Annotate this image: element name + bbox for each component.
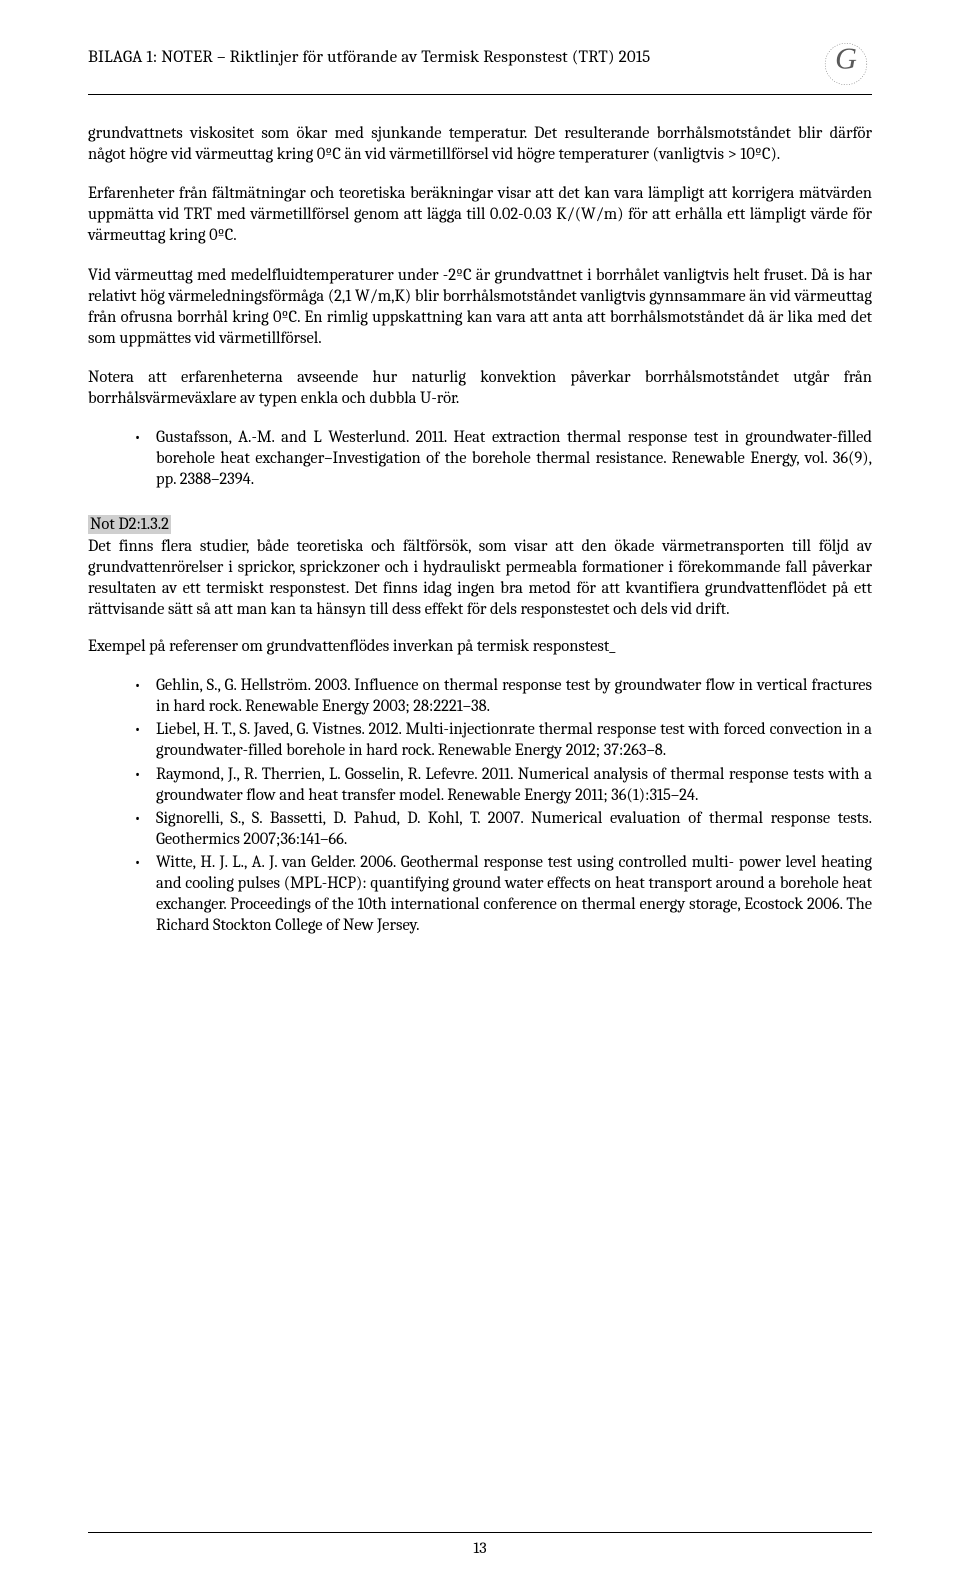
paragraph: Erfarenheter från fältmätningar och teor… <box>88 183 872 246</box>
list-item: Liebel, H. T., S. Javed, G. Vistnes. 201… <box>136 719 872 761</box>
organization-logo-icon: G SVENSKT <box>820 38 872 90</box>
reference-list: Gehlin, S., G. Hellström. 2003. Influenc… <box>88 675 872 936</box>
paragraph: Det finns flera studier, både teoretiska… <box>88 536 872 620</box>
svg-text:SVENSKT: SVENSKT <box>820 38 838 39</box>
svg-text:G: G <box>835 41 857 75</box>
paragraph: Notera att erfarenheterna avseende hur n… <box>88 367 872 409</box>
reference-list: Gustafsson, A.-M. and L Westerlund. 2011… <box>88 427 872 490</box>
paragraph: grundvattnets viskositet som ökar med sj… <box>88 123 872 165</box>
page-number: 13 <box>473 1539 486 1557</box>
page-footer: 13 <box>88 1532 872 1557</box>
list-item: Gustafsson, A.-M. and L Westerlund. 2011… <box>136 427 872 490</box>
document-page: BILAGA 1: NOTER – Riktlinjer för utföran… <box>0 0 960 1587</box>
header-title: BILAGA 1: NOTER – Riktlinjer för utföran… <box>88 48 650 67</box>
paragraph: Vid värmeuttag med medelfluidtemperature… <box>88 265 872 349</box>
page-header: BILAGA 1: NOTER – Riktlinjer för utföran… <box>88 48 872 95</box>
list-item: Raymond, J., R. Therrien, L. Gosselin, R… <box>136 764 872 806</box>
section-heading-block: Not D2:1.3.2 Det finns flera studier, bå… <box>88 515 872 620</box>
section-label: Not D2:1.3.2 <box>88 515 171 534</box>
list-item: Witte, H. J. L., A. J. van Gelder. 2006.… <box>136 852 872 936</box>
list-item: Signorelli, S., S. Bassetti, D. Pahud, D… <box>136 808 872 850</box>
list-item: Gehlin, S., G. Hellström. 2003. Influenc… <box>136 675 872 717</box>
paragraph: Exempel på referenser om grundvattenflöd… <box>88 636 872 657</box>
